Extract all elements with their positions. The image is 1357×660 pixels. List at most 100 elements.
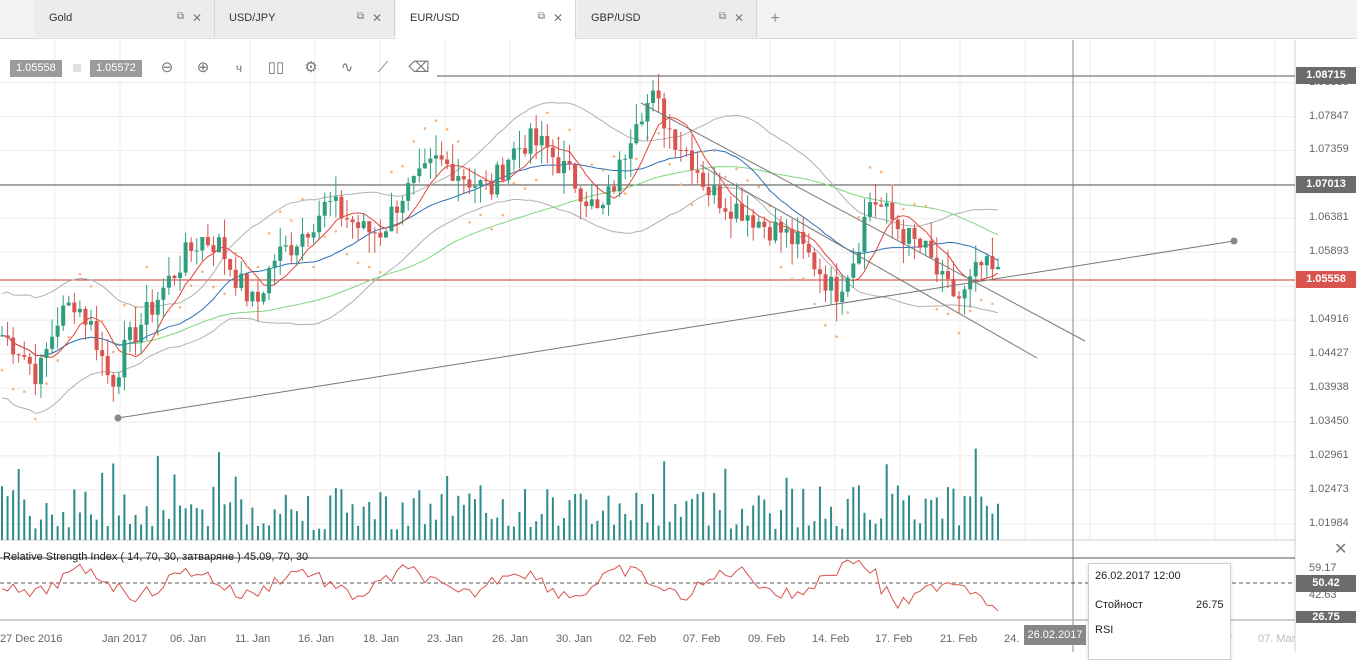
sar-dot xyxy=(735,167,738,171)
volume-bar xyxy=(396,529,399,540)
close-icon[interactable]: ✕ xyxy=(733,11,744,25)
volume-bar xyxy=(613,524,616,540)
close-icon[interactable]: ✕ xyxy=(191,11,202,25)
candle-body xyxy=(862,216,867,252)
candle-body xyxy=(389,206,394,232)
volume-bar xyxy=(880,518,883,540)
candle-body xyxy=(623,158,628,160)
zoom-out-icon[interactable]: ⊖ xyxy=(160,59,174,76)
timeframe-label: ч xyxy=(235,61,243,75)
candle-body xyxy=(417,168,422,177)
volume-bar xyxy=(696,494,699,540)
candle-body xyxy=(22,355,27,357)
sar-dot xyxy=(334,230,338,233)
sar-dot xyxy=(56,359,59,362)
close-icon[interactable]: ✕ xyxy=(1334,541,1348,558)
candle-body xyxy=(500,164,505,181)
sar-dot xyxy=(623,192,627,195)
candle-body xyxy=(600,204,605,209)
volume-bar xyxy=(462,504,465,540)
volume-bar xyxy=(223,504,226,540)
volume-bar xyxy=(496,517,499,540)
chart-type-icon[interactable]: ▯▯ xyxy=(267,59,285,76)
sar-dot xyxy=(390,170,393,174)
candle-body xyxy=(923,240,928,248)
price-axis-label: 1.04427 xyxy=(1309,347,1349,360)
sar-dot xyxy=(534,178,538,182)
candle-body xyxy=(228,259,233,270)
volume-bar xyxy=(156,456,159,540)
volume-bar xyxy=(818,486,821,540)
volume-bar xyxy=(251,507,254,540)
sar-dot xyxy=(145,265,148,269)
candle-body xyxy=(144,301,149,325)
candle-body xyxy=(0,335,4,337)
popout-icon[interactable]: ⧉ xyxy=(718,11,726,22)
settings-icon[interactable]: ⚙ xyxy=(304,59,318,76)
candle-body xyxy=(701,172,706,187)
candle-body xyxy=(523,148,528,154)
volume-bar xyxy=(446,475,449,540)
candle-body xyxy=(534,128,539,146)
tab-eurusd[interactable]: EUR/USD ⧉ ✕ xyxy=(396,0,576,39)
volume-bar xyxy=(568,500,571,540)
ask-price[interactable]: 1.05572 xyxy=(90,60,142,77)
candle-body xyxy=(300,233,305,247)
moving-averages xyxy=(1,116,999,358)
candle-body xyxy=(584,201,589,207)
candle-body xyxy=(528,128,533,154)
volume-bar xyxy=(6,496,9,540)
zoom-in-icon[interactable]: ⊕ xyxy=(196,59,210,76)
candle-body xyxy=(984,256,989,266)
tab-gbpusd[interactable]: GBP/USD ⧉ ✕ xyxy=(577,0,757,37)
sar-dot xyxy=(156,333,160,336)
volume-bar xyxy=(379,492,382,540)
candle-body xyxy=(589,199,594,207)
volume-bar xyxy=(601,510,604,540)
candle-body xyxy=(778,221,783,233)
channel-line xyxy=(699,164,1038,359)
volume-bar xyxy=(835,525,838,540)
time-axis-label: 02. Feb xyxy=(619,633,657,645)
sar-dot xyxy=(401,164,404,168)
bid-price[interactable]: 1.05558 xyxy=(10,60,62,77)
candle-body xyxy=(823,274,828,291)
add-tab-button[interactable]: + xyxy=(770,10,780,27)
sar-dot xyxy=(100,319,104,323)
candle-body xyxy=(990,256,995,270)
timeframe-icon[interactable]: ч xyxy=(227,56,251,80)
volume-bar xyxy=(284,494,287,540)
tab-usdjpy[interactable]: USD/JPY ⧉ ✕ xyxy=(215,0,395,37)
drawing-tools-icon[interactable]: ⟋ xyxy=(377,59,389,76)
eraser-icon[interactable]: ⌫ xyxy=(408,59,430,76)
indicators-icon[interactable]: ∿ xyxy=(340,59,354,76)
sar-dot xyxy=(590,163,594,166)
volume-bar xyxy=(540,514,543,540)
popout-icon[interactable]: ⧉ xyxy=(537,11,545,22)
close-icon[interactable]: ✕ xyxy=(552,11,563,25)
price-axis-label: 1.03450 xyxy=(1309,414,1349,427)
close-icon[interactable]: ✕ xyxy=(371,11,382,25)
popout-icon[interactable]: ⧉ xyxy=(176,11,184,22)
candle-body xyxy=(211,245,216,253)
price-axis-label: 1.06381 xyxy=(1309,211,1349,224)
volume-bar xyxy=(640,503,643,540)
sar-dot xyxy=(189,284,193,287)
volume-bar xyxy=(384,496,387,540)
candle-body xyxy=(222,237,227,260)
volume-bar xyxy=(969,496,972,540)
candle-body xyxy=(411,176,416,183)
tab-gold[interactable]: Gold ⧉ ✕ xyxy=(35,0,215,37)
candle-body xyxy=(367,221,372,233)
volume-bar xyxy=(62,511,65,540)
candle-body xyxy=(895,219,900,230)
popout-icon[interactable]: ⧉ xyxy=(356,11,364,22)
chart-tabs: Gold ⧉ ✕ USD/JPY ⧉ ✕ EUR/USD ⧉ ✕ GBP/USD… xyxy=(0,0,1357,39)
volume-bar xyxy=(273,509,276,540)
volume-bar xyxy=(607,495,610,540)
candle-body xyxy=(545,135,550,148)
candle-body xyxy=(111,375,116,387)
volume-bar xyxy=(746,525,749,540)
candle-body xyxy=(100,350,105,357)
